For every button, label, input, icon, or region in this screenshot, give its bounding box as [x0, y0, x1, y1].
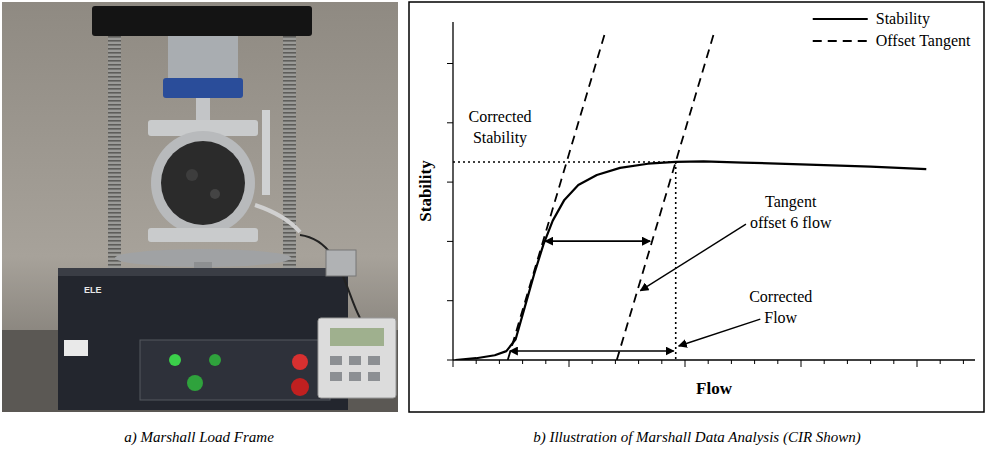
head-bottom: [148, 228, 258, 242]
x-tick: [940, 360, 941, 364]
piston: [196, 98, 210, 122]
base-top: [58, 268, 348, 276]
control-panel: [140, 340, 330, 400]
cable: [300, 235, 360, 318]
x-tick: [661, 360, 662, 364]
corrected-stability-line: [453, 161, 676, 163]
readout-screen: [330, 328, 384, 346]
x-tick: [777, 360, 778, 364]
x-tick: [569, 360, 570, 367]
corrected-flow-arrow: [510, 350, 674, 352]
x-tick: [499, 360, 500, 364]
load-cell: [168, 36, 238, 80]
x-tick: [708, 360, 709, 364]
gauge-arm: [255, 205, 300, 232]
tangent-offset-label: Tangent: [765, 193, 817, 211]
corrected-flow-label: Flow: [764, 309, 797, 326]
readout-key: [330, 372, 342, 381]
button-green: [187, 375, 203, 391]
y-tick: [447, 360, 453, 361]
tangent-offset-pointer: [640, 224, 746, 290]
x-tick: [638, 360, 639, 364]
x-tick: [453, 360, 454, 367]
y-tick: [447, 182, 453, 183]
brand-label: ELE: [84, 285, 102, 295]
legend-label: Offset Tangent: [876, 32, 971, 50]
x-tick: [545, 360, 546, 364]
crossbar: [92, 6, 312, 36]
head-ring: [151, 131, 255, 235]
x-tick: [592, 360, 593, 364]
x-tick: [824, 360, 825, 364]
specimen-texture: [210, 189, 220, 199]
readout-key: [368, 372, 380, 381]
specimen-texture: [186, 169, 198, 181]
chart-panel: Flow Stability Corrected Stability Tangent of…: [409, 2, 984, 446]
x-axis-title: Flow: [696, 379, 733, 398]
base: [58, 272, 348, 410]
y-axis: [452, 22, 453, 360]
corrected-stability-label: Corrected: [468, 108, 531, 125]
rod-left: [108, 30, 121, 270]
legend-swatch: [813, 18, 868, 20]
chart-frame: [409, 2, 984, 412]
x-tick: [847, 360, 848, 364]
specimen: [161, 141, 245, 225]
y-axis-title: Stability: [416, 160, 435, 222]
button-red: [292, 354, 308, 370]
annotation-arrows: [510, 224, 761, 351]
x-tick: [522, 360, 523, 364]
x-tick: [754, 360, 755, 364]
y-tick: [447, 241, 453, 242]
x-axis: [453, 359, 975, 360]
button-green: [169, 354, 181, 366]
offset-arrow: [545, 240, 650, 242]
plot-data: [453, 34, 926, 360]
readout-key: [349, 372, 361, 381]
x-tick: [893, 360, 894, 364]
legend: Stability Offset Tangent: [813, 10, 971, 50]
flow-gauge: [262, 110, 270, 195]
corrected-flow-label: Corrected: [749, 288, 812, 305]
x-tick: [476, 360, 477, 364]
photo-panel: ELE a) Marshall Load Frame: [2, 2, 398, 446]
rod-right: [283, 30, 296, 270]
photo-background: [2, 2, 398, 412]
load-cell-ring: [163, 78, 243, 98]
series-line: [508, 34, 714, 360]
y-tick: [447, 300, 453, 301]
barcode-sticker: [64, 340, 88, 356]
x-tick: [731, 360, 732, 364]
legend-swatch: [813, 40, 868, 42]
button-red: [291, 378, 309, 396]
readout-key: [330, 356, 342, 365]
series-line: [455, 161, 926, 360]
x-tick: [685, 360, 686, 367]
legend-label: Stability: [876, 10, 930, 28]
chart-caption: b) Illustration of Marshall Data Analysi…: [533, 429, 861, 446]
corrected-flow-line: [675, 162, 677, 360]
corrected-flow-pointer: [679, 319, 761, 346]
x-tick: [615, 360, 616, 364]
outlet: [326, 250, 356, 276]
x-tick: [801, 360, 802, 367]
x-tick: [963, 360, 964, 364]
readout: [318, 318, 396, 398]
corrected-stability-label: Stability: [473, 129, 527, 147]
figure: ELE a) Marshall Load Frame Flow Stability Co…: [0, 0, 987, 454]
readout-key: [349, 356, 361, 365]
y-tick: [447, 122, 453, 123]
photo-caption: a) Marshall Load Frame: [124, 429, 274, 446]
readout-key: [368, 356, 380, 365]
x-tick: [870, 360, 871, 364]
button-green: [209, 354, 221, 366]
y-tick: [447, 63, 453, 64]
tangent-offset-label: offset 6 flow: [750, 214, 832, 231]
x-tick: [917, 360, 918, 367]
